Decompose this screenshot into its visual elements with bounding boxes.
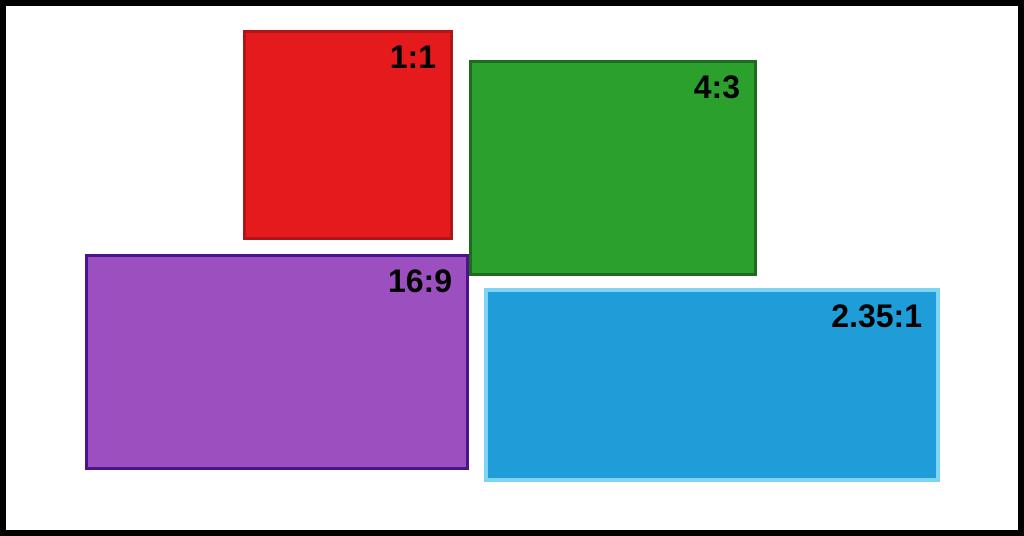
label-2-35-1: 2.35:1 [831, 298, 922, 335]
aspect-ratio-diagram: 1:1 4:3 16:9 2.35:1 [0, 0, 1024, 536]
square-1-1: 1:1 [243, 30, 453, 240]
rect-16-9: 16:9 [85, 254, 469, 470]
rect-2-35-1: 2.35:1 [484, 288, 940, 482]
label-4-3: 4:3 [694, 69, 740, 106]
rect-4-3: 4:3 [469, 60, 757, 276]
label-16-9: 16:9 [388, 263, 452, 300]
label-1-1: 1:1 [390, 39, 436, 76]
